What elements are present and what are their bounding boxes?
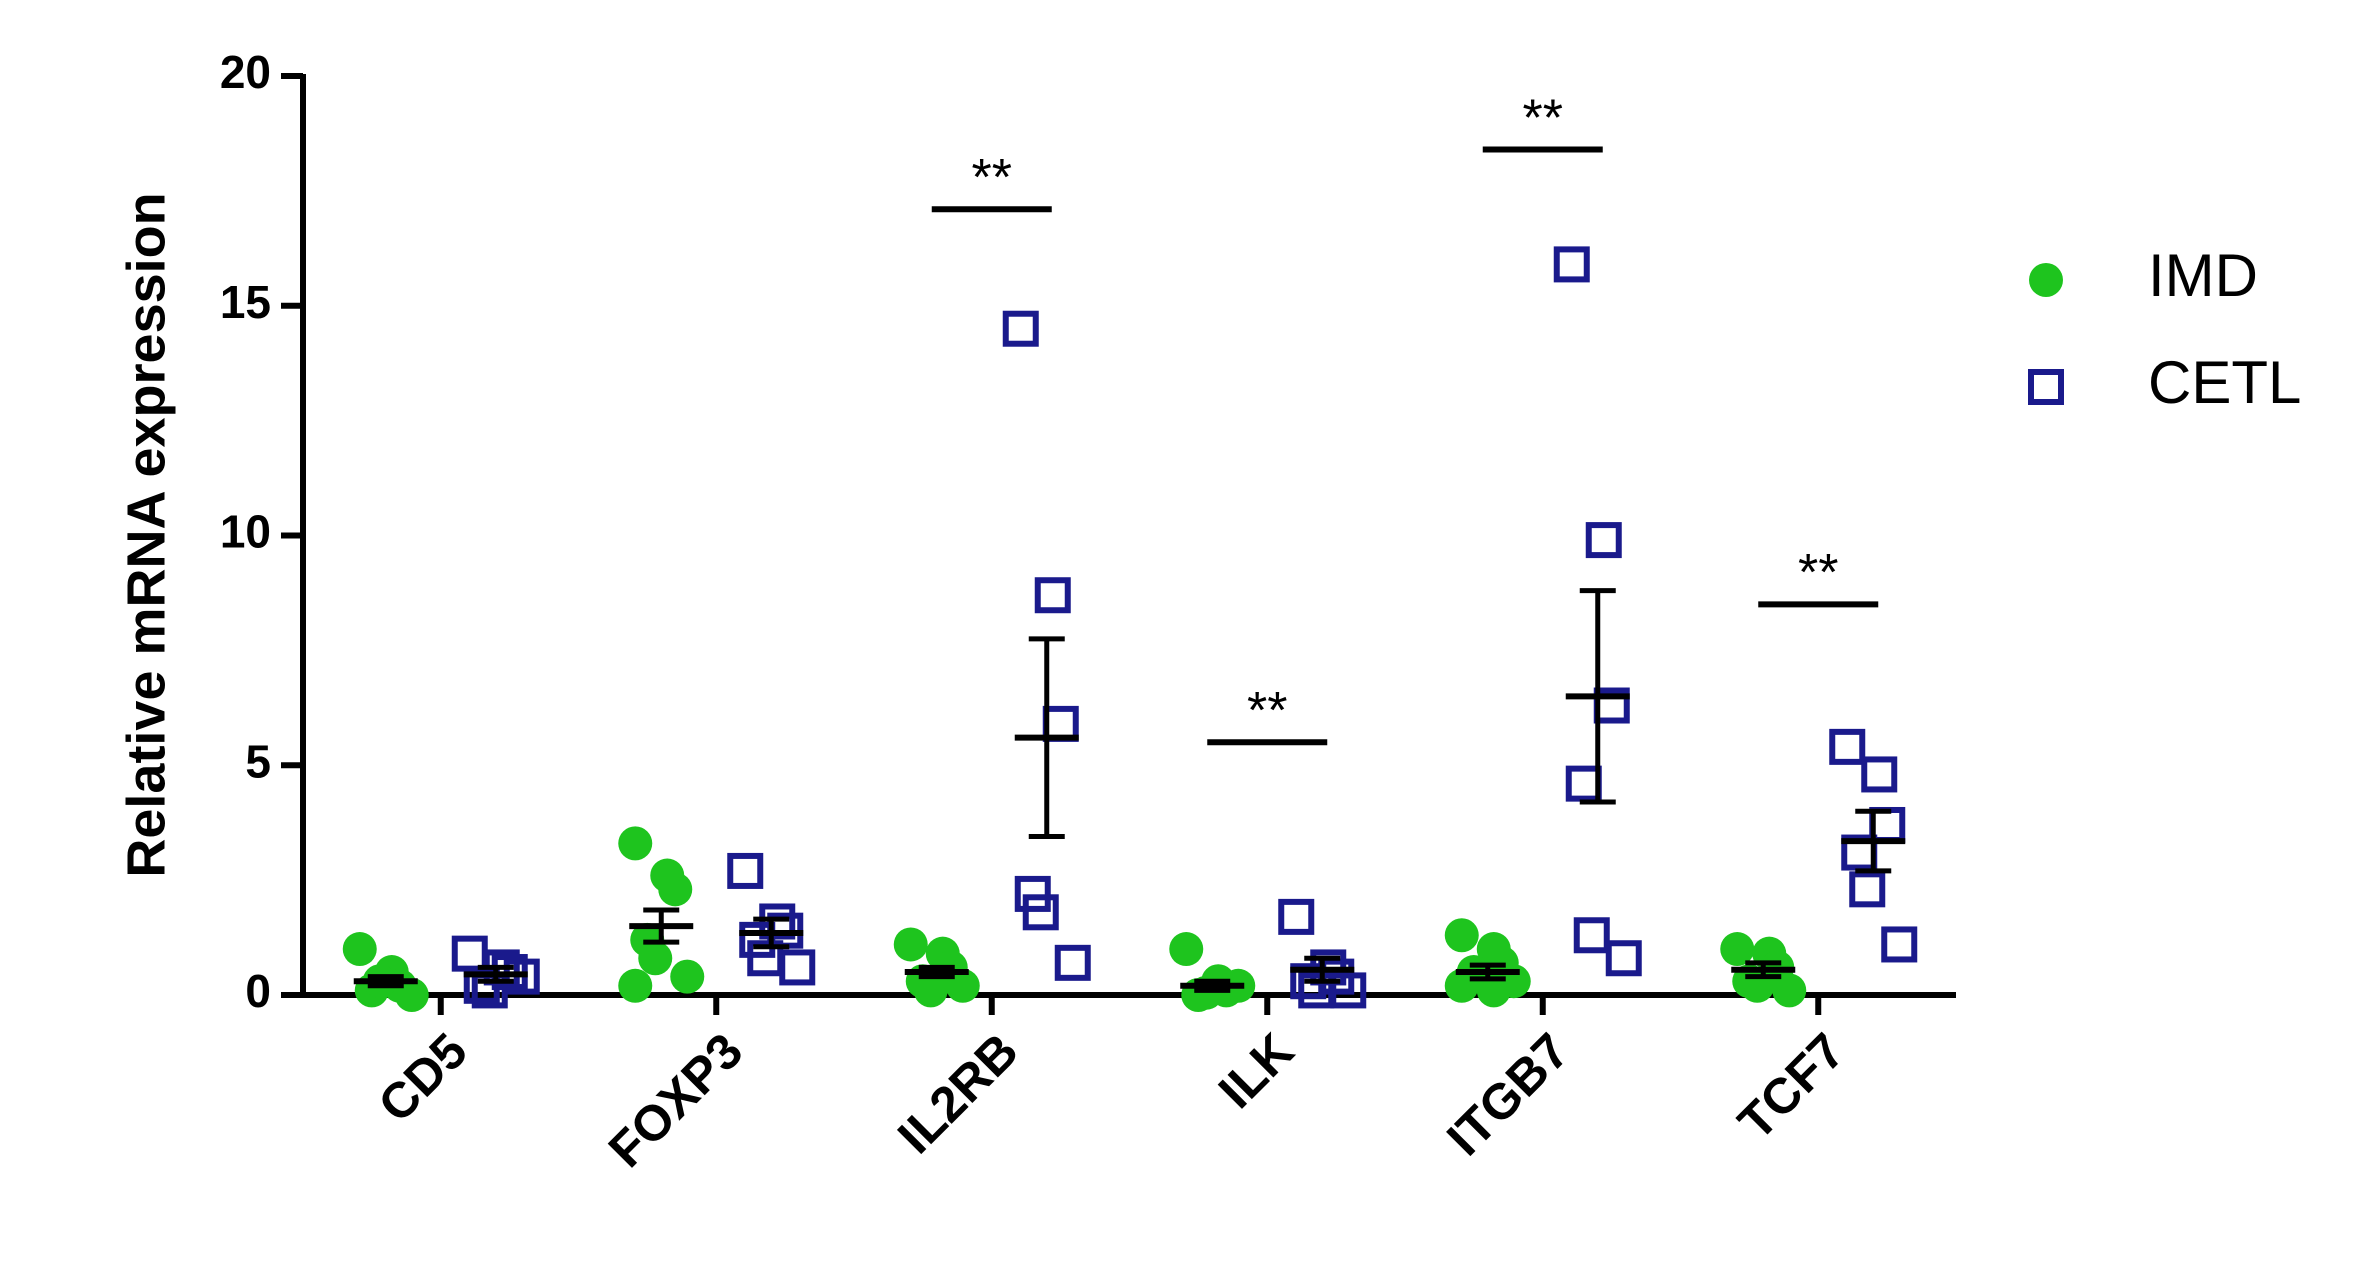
data-point — [1022, 894, 1059, 931]
data-point — [1002, 310, 1039, 347]
x-tick-label: TCF7 — [1727, 1023, 1855, 1151]
y-tick-label: 0 — [245, 965, 271, 1017]
data-point — [658, 872, 693, 907]
significance-label: ** — [1247, 682, 1287, 740]
y-tick-label: 10 — [220, 506, 271, 558]
data-point — [893, 927, 928, 962]
data-point — [1573, 917, 1610, 954]
data-point — [1720, 932, 1755, 967]
x-tick-label: FOXP3 — [598, 1023, 754, 1179]
data-point — [1476, 973, 1511, 1008]
significance-label: ** — [1523, 89, 1563, 147]
legend-label: IMD — [2148, 242, 2258, 309]
significance-label: ** — [972, 149, 1012, 207]
data-point — [1330, 972, 1367, 1009]
significance-label: ** — [1798, 544, 1838, 602]
data-point — [1169, 932, 1204, 967]
data-point — [1605, 940, 1642, 977]
data-point — [670, 959, 705, 994]
data-point — [618, 826, 653, 861]
data-point — [1861, 756, 1898, 793]
data-point — [1278, 898, 1315, 935]
data-point — [342, 932, 377, 967]
data-point — [1772, 973, 1807, 1008]
data-point — [913, 973, 948, 1008]
x-tick-label: ILK — [1208, 1023, 1305, 1120]
x-tick-label: CD5 — [368, 1023, 478, 1133]
y-tick-label: 5 — [245, 735, 271, 787]
y-tick-label: 20 — [220, 46, 271, 98]
data-point — [1849, 871, 1886, 908]
data-point — [1553, 246, 1590, 283]
data-point — [779, 949, 816, 986]
data-point — [1034, 577, 1071, 614]
y-tick-label: 15 — [220, 276, 271, 328]
data-point — [1740, 968, 1775, 1003]
data-point — [1042, 705, 1079, 742]
x-tick-label: ITGB7 — [1436, 1023, 1580, 1167]
data-point — [1565, 765, 1602, 802]
legend-label: CETL — [2148, 349, 2301, 416]
data-point — [618, 968, 653, 1003]
data-point — [638, 941, 673, 976]
y-axis-label: Relative mRNA expression — [116, 192, 176, 877]
legend-marker — [2028, 369, 2064, 405]
data-point — [1014, 875, 1051, 912]
data-point — [1444, 918, 1479, 953]
data-point — [451, 935, 488, 972]
data-point — [1829, 728, 1866, 765]
data-point — [463, 967, 500, 1004]
data-point — [1881, 926, 1918, 963]
legend-marker — [2029, 263, 2063, 297]
data-point — [727, 852, 764, 889]
data-point — [1054, 944, 1091, 981]
data-point — [1585, 522, 1622, 559]
x-tick-label: IL2RB — [887, 1023, 1029, 1165]
